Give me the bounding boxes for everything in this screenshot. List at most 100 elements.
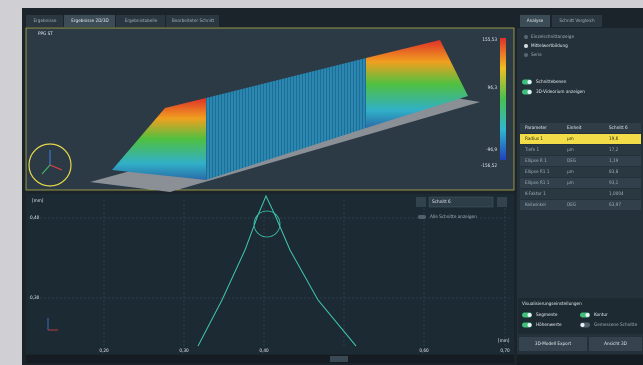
toggle-knob [527,313,532,317]
table-cell: 93,1 [609,180,619,185]
next-button[interactable] [497,197,507,207]
table-header: Einheit [567,125,582,130]
tab[interactable] [64,15,115,27]
color-bar-label: -96,9 [486,147,497,152]
section-dropdown[interactable] [428,196,494,208]
table-row[interactable] [520,189,641,199]
scrollbar[interactable] [26,355,514,363]
radio[interactable] [524,53,528,57]
option-label: Serie [531,52,542,57]
x-label: 0,30 [179,348,189,353]
toggle-label: 3D-Videorium anzeigen [536,89,585,94]
table-cell: Ellipse R1 1 [525,169,550,174]
tab-label: Ergebnistabelle [125,18,158,23]
table-cell: K-Faktor 1 [525,191,546,196]
table-cell: µm [567,180,574,185]
side-content: Analyse Schnitt Vergleich Einzelschnittanz… [517,15,643,365]
table-cell: Radius 1 [525,136,543,141]
option-label: Einzelschnittanzeige [531,34,574,39]
toggle-knob [527,90,532,94]
toggle-label: Kontur [594,312,608,317]
side-tab-label: Analyse [527,18,544,23]
axis [49,164,63,171]
color-bar [500,38,506,160]
table-row[interactable] [520,167,641,177]
toggle-knob [527,323,532,327]
toggle-label: Segmente [536,312,558,317]
table-cell: 1,0004 [609,191,624,196]
side-tab[interactable] [520,15,550,27]
table-cell: µm [567,136,574,141]
profile-line [197,194,357,347]
table-cell: DEG [567,158,576,163]
y-label: 0,40 [30,215,40,220]
toggle-label: Gemessene Schnitte [594,322,638,327]
table-cell: 1,19 [609,158,619,163]
color-bar-label: -156,52 [481,163,497,168]
axis [41,164,51,175]
tab[interactable] [26,15,63,27]
toggle[interactable] [418,215,426,219]
table-cell: µm [567,169,574,174]
y-label: 0,30 [30,295,40,300]
prev-button[interactable] [416,197,426,207]
x-unit: [mm] [498,338,510,343]
tab[interactable] [166,15,219,27]
side-tab-label: Schnitt Vergleich [559,18,595,23]
toggle-knob [585,313,590,317]
table-cell: Ellipse R 1 [525,158,547,163]
tab-label: Bearbeiteter Schnitt [172,18,215,23]
tab-label: Ergebnisse 2D/3D [71,18,108,23]
x-label: 0,20 [99,348,109,353]
ridge-middle [206,58,366,180]
tab-label: Ergebnisse [34,18,57,23]
x-label: 0,60 [419,348,429,353]
all-sections-label: Alle Schnitte anzeigen [430,214,477,219]
color-bar-labels: 155,53 96,3 -96,9 -156,52 [481,37,498,168]
button[interactable] [589,337,642,351]
view-label: PPG ST [38,31,53,36]
table-header-bg [520,123,641,133]
color-bar-label: 96,3 [488,85,498,90]
table-row[interactable] [520,156,641,166]
table-cell: 83,8 [609,169,619,174]
table-row[interactable] [520,200,641,210]
tab[interactable] [116,15,165,27]
option-label: Mittelwertbildung [531,43,568,48]
toggle-knob [527,80,532,84]
x-label: 0,40 [259,348,269,353]
orientation-gizmo[interactable] [28,143,72,187]
table-row[interactable] [520,134,641,144]
profile-grid: 0,20 0,30 0,40 0,60 0,70 0,40 0,30 [28,200,512,353]
x-label: 0,70 [500,348,510,353]
toggle-knob [580,323,585,327]
profile-view [26,194,514,354]
scroll-thumb[interactable] [330,356,348,362]
table-cell: µm [567,147,574,152]
y-unit: [mm] [32,198,44,203]
button-label: Ansicht 3D [604,341,627,346]
tab-bar: Ergebnisse Ergebnisse 2D/3D Ergebnistabell… [26,15,219,27]
toggle-label: Höhenwerte [536,322,562,327]
table-row[interactable] [520,145,641,155]
visual-title: Visualisierungseinstellungen [522,301,582,306]
toggle-label: Schnittebenen [536,79,567,84]
button[interactable] [519,337,587,351]
status-bar [517,355,643,365]
side-tab[interactable] [552,15,602,27]
button-label: 3D-Modell Export [535,341,572,346]
radio[interactable] [524,44,528,48]
ridge-left [112,98,206,180]
radio[interactable] [524,35,528,39]
table-cell: Keilwinkel [525,202,546,207]
table-cell: 63,97 [609,202,621,207]
table-cell: 17,2 [609,147,619,152]
table-cell: 19,6 [609,136,619,141]
table-row[interactable] [520,178,641,188]
table-header: Parameter [525,125,547,130]
table-cell: Ellipse R1 1 [525,180,550,185]
table-cell: DEG [567,202,576,207]
radius-fit [253,210,281,238]
